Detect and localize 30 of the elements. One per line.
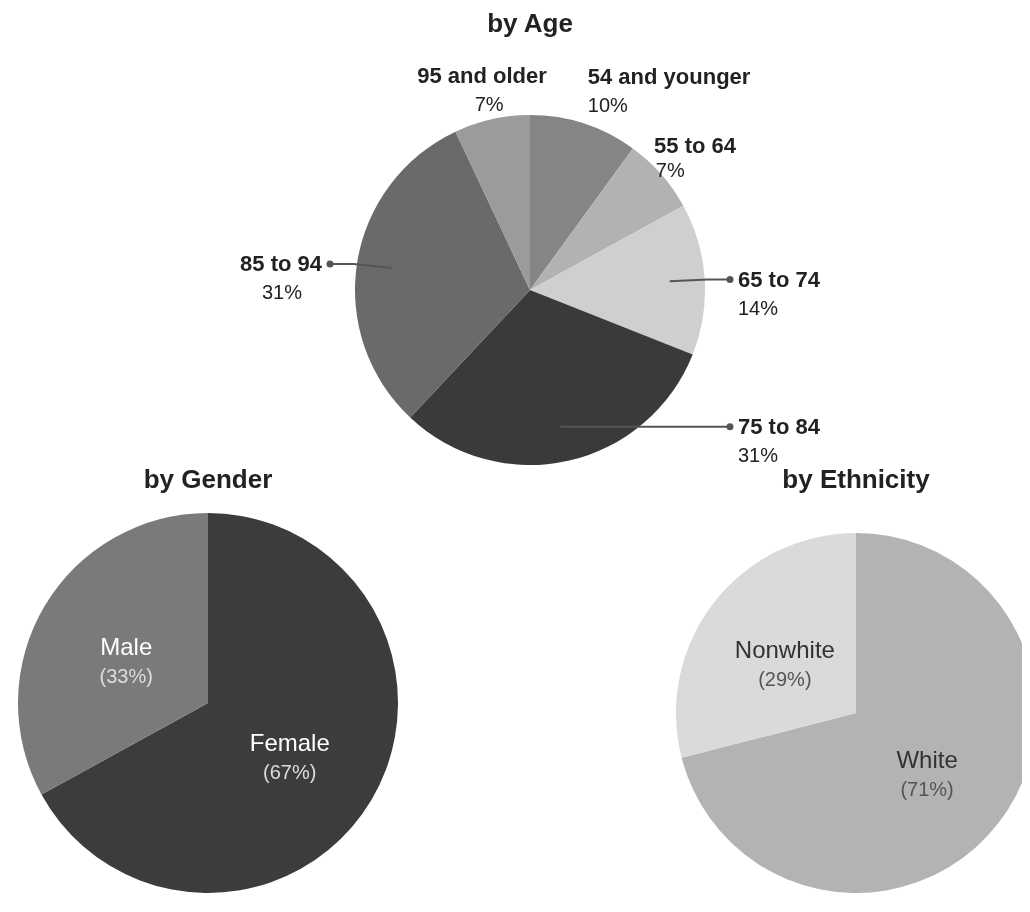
slice-label: 54 and younger: [587, 64, 751, 90]
data-label: (67%): [263, 761, 317, 784]
data-label: 7%: [474, 92, 504, 115]
chart-title: by Age: [487, 8, 573, 38]
pie-slice: [355, 131, 530, 418]
pie-slice: [41, 513, 398, 893]
pie-slice: [530, 205, 705, 355]
data-label: 31%: [261, 280, 303, 303]
pie-slice: [455, 115, 530, 290]
pie-slice: [530, 115, 633, 290]
slice-label: 85 to 94: [240, 250, 323, 276]
chart-title: by Gender: [143, 464, 273, 494]
data-label: 14%: [738, 296, 779, 319]
slice-label: White: [896, 746, 958, 774]
chart-title: by Ethnicity: [782, 464, 931, 494]
slice-label: 95 and older: [417, 63, 548, 89]
slice-label: Nonwhite: [734, 635, 835, 663]
slice-label: Male: [100, 632, 153, 660]
data-label: 7%: [655, 158, 685, 181]
slice-label: Female: [249, 729, 330, 757]
slice-label: 65 to 74: [738, 266, 821, 292]
data-label: (33%): [99, 664, 153, 687]
data-label: (71%): [900, 778, 954, 801]
pie-slice: [410, 290, 693, 465]
slice-label: 55 to 64: [654, 132, 737, 158]
data-label: 31%: [738, 443, 779, 466]
slice-label: 75 to 84: [738, 413, 821, 439]
data-label: (29%): [758, 667, 812, 690]
pie-slice: [18, 513, 208, 795]
data-label: 10%: [587, 94, 629, 117]
